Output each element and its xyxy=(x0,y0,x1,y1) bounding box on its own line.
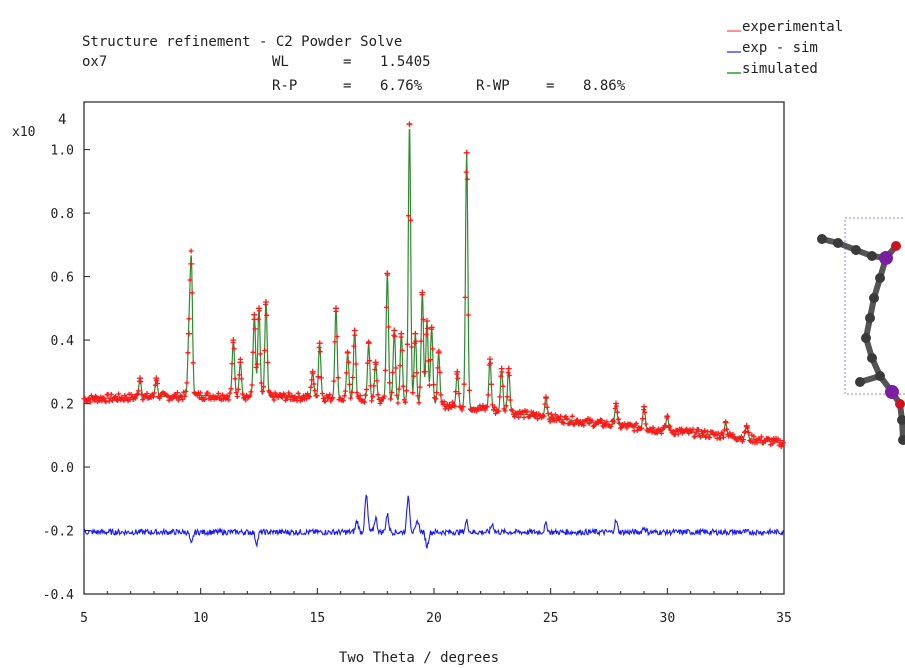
plot-frame xyxy=(83,101,785,595)
unit-cell-box xyxy=(844,217,905,395)
experimental-series xyxy=(81,121,786,450)
y-tick-label: 1.0 xyxy=(51,144,74,159)
rp-equals: = xyxy=(343,78,351,94)
y-multiplier: x10 xyxy=(12,125,35,140)
oxygen-atom xyxy=(891,241,901,251)
rp-label: R-P xyxy=(272,78,297,94)
rwp-value: 8.86% xyxy=(583,78,626,94)
x-tick-label: 5 xyxy=(80,611,88,626)
phosphorus-atom xyxy=(885,385,899,399)
phosphorus-atom xyxy=(879,251,893,265)
plot-area xyxy=(81,121,786,549)
wl-equals: = xyxy=(343,54,351,70)
difference-series xyxy=(83,494,784,549)
x-tick-label: 25 xyxy=(543,611,559,626)
oxygen-atom xyxy=(895,399,905,409)
y-tick-label: -0.4 xyxy=(43,588,74,603)
axes: 5 10 15 20 25 30 35 -0.4 -0.2 0.0 0.2 0.4 0.6 0.8 1.0 xyxy=(43,144,792,626)
wl-label: WL xyxy=(272,54,289,70)
legend-label-exp-sim: exp - sim xyxy=(742,40,818,56)
x-tick-label: 10 xyxy=(193,611,209,626)
simulated-series xyxy=(84,129,784,444)
legend: experimental exp - sim simulated xyxy=(727,19,843,77)
molecule-structure-image xyxy=(817,217,905,445)
rp-value: 6.76% xyxy=(380,78,423,94)
sample-label: ox7 xyxy=(82,54,107,70)
x-tick-label: 30 xyxy=(660,611,676,626)
y-tick-label: 0.8 xyxy=(51,207,74,222)
rwp-label: R-WP xyxy=(476,78,510,94)
x-tick-label: 35 xyxy=(776,611,792,626)
wl-value: 1.5405 xyxy=(380,54,431,70)
y-tick-label: 0.6 xyxy=(51,271,74,286)
x-tick-label: 20 xyxy=(426,611,442,626)
chart-title: Structure refinement - C2 Powder Solve xyxy=(82,34,402,50)
x-tick-label: 15 xyxy=(310,611,326,626)
carbon-atoms xyxy=(817,234,905,445)
y-tick-label: 0.2 xyxy=(51,398,74,413)
legend-label-experimental: experimental xyxy=(742,19,843,35)
y-tick-label: 0.0 xyxy=(51,461,74,476)
experimental-points xyxy=(81,121,786,450)
y-tick-label: -0.2 xyxy=(43,525,74,540)
y-multiplier-exponent: 4 xyxy=(58,112,66,128)
y-tick-label: 0.4 xyxy=(51,334,75,349)
legend-label-simulated: simulated xyxy=(742,61,818,77)
rwp-equals: = xyxy=(546,78,554,94)
x-axis-label: Two Theta / degrees xyxy=(339,650,499,666)
